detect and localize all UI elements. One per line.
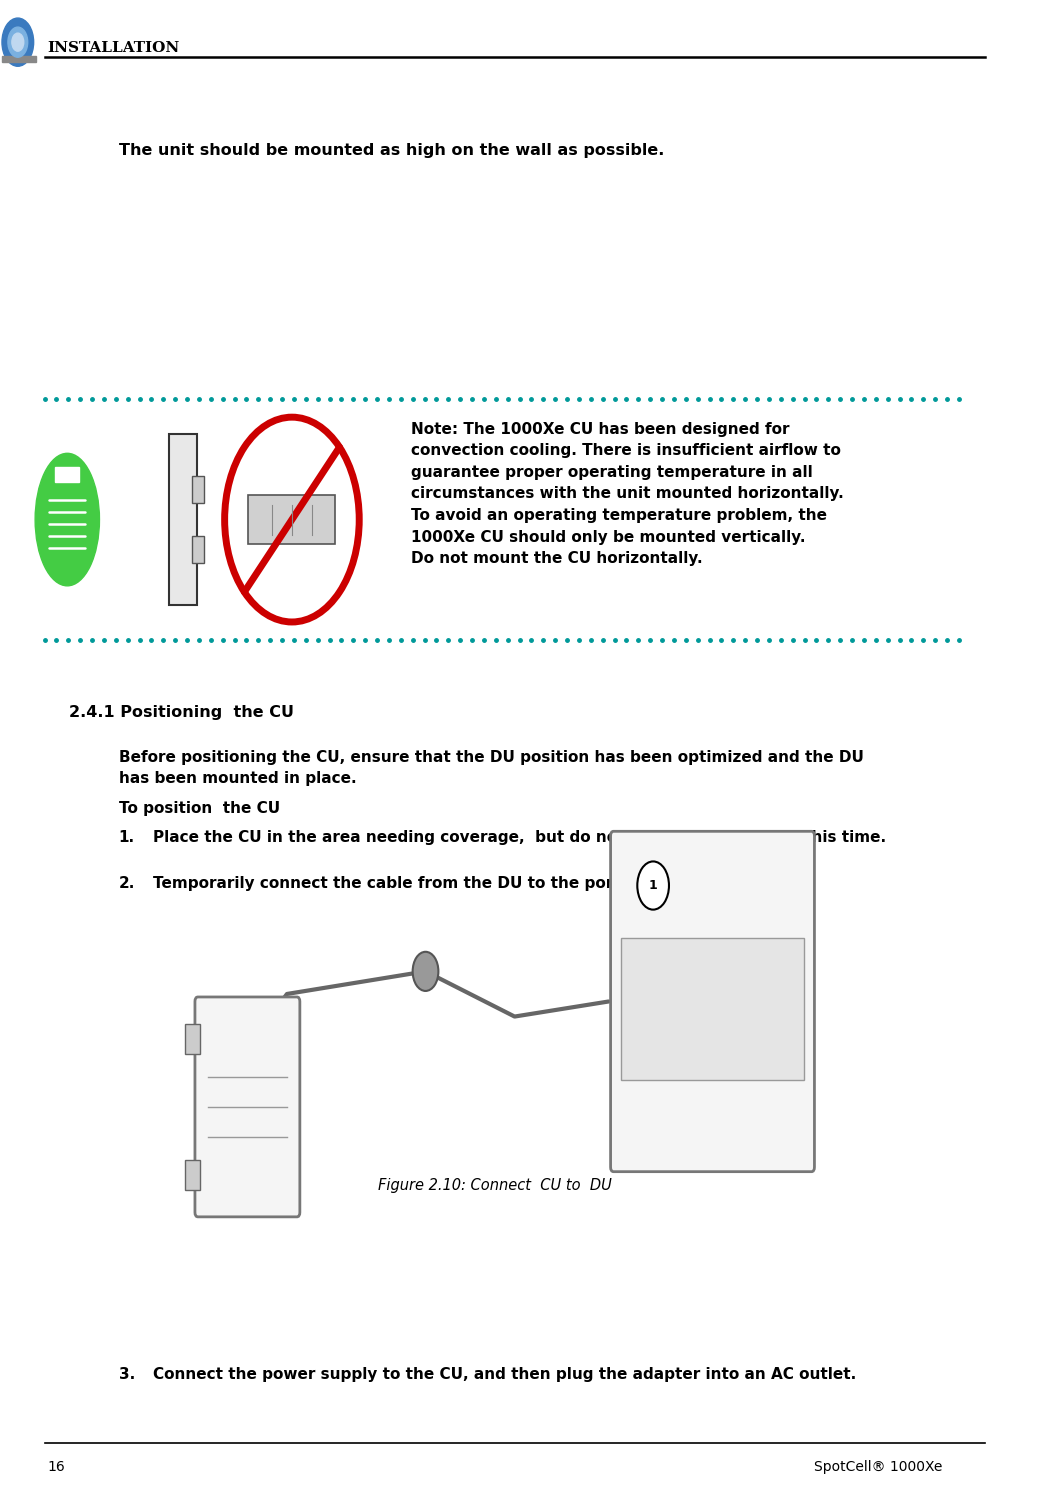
FancyBboxPatch shape	[621, 938, 804, 1080]
Circle shape	[2, 18, 33, 66]
Ellipse shape	[35, 453, 100, 586]
FancyBboxPatch shape	[611, 831, 814, 1172]
Text: 1: 1	[649, 880, 658, 892]
Circle shape	[11, 33, 24, 51]
FancyBboxPatch shape	[55, 467, 79, 482]
Circle shape	[8, 27, 28, 57]
Text: SPOTCELL: SPOTCELL	[696, 953, 728, 959]
FancyBboxPatch shape	[170, 434, 197, 605]
FancyBboxPatch shape	[249, 495, 335, 544]
Text: Place the CU in the area needing coverage,  but do not physically mount at this : Place the CU in the area needing coverag…	[153, 830, 887, 845]
Bar	[185, 1024, 200, 1054]
FancyBboxPatch shape	[195, 997, 300, 1217]
Text: Note: The 1000Xe CU has been designed for
convection cooling. There is insuffici: Note: The 1000Xe CU has been designed fo…	[411, 422, 843, 566]
Text: 1.: 1.	[119, 830, 135, 845]
Text: INSTALLATION: INSTALLATION	[48, 41, 180, 56]
Circle shape	[637, 861, 669, 910]
Text: Figure 2.10: Connect  CU to  DU: Figure 2.10: Connect CU to DU	[378, 1178, 612, 1193]
Text: on the top of
the CU.: on the top of the CU.	[692, 876, 804, 913]
Text: SpotCell® 1000Xe: SpotCell® 1000Xe	[814, 1459, 942, 1474]
FancyBboxPatch shape	[2, 56, 35, 62]
Text: 2.: 2.	[119, 876, 135, 892]
FancyBboxPatch shape	[192, 536, 204, 563]
Text: 16: 16	[48, 1459, 66, 1474]
Bar	[185, 1160, 200, 1190]
Text: 3.: 3.	[119, 1367, 135, 1383]
FancyBboxPatch shape	[192, 476, 204, 503]
Text: The unit should be mounted as high on the wall as possible.: The unit should be mounted as high on th…	[119, 143, 664, 158]
Text: Temporarily connect the cable from the DU to the port labelled: Temporarily connect the cable from the D…	[153, 876, 694, 892]
Text: To position  the CU: To position the CU	[119, 801, 280, 816]
Circle shape	[412, 952, 438, 991]
Text: 2.4.1 Positioning  the CU: 2.4.1 Positioning the CU	[70, 705, 295, 720]
Text: Connect the power supply to the CU, and then plug the adapter into an AC outlet.: Connect the power supply to the CU, and …	[153, 1367, 857, 1383]
Text: Before positioning the CU, ensure that the DU position has been optimized and th: Before positioning the CU, ensure that t…	[119, 750, 864, 786]
